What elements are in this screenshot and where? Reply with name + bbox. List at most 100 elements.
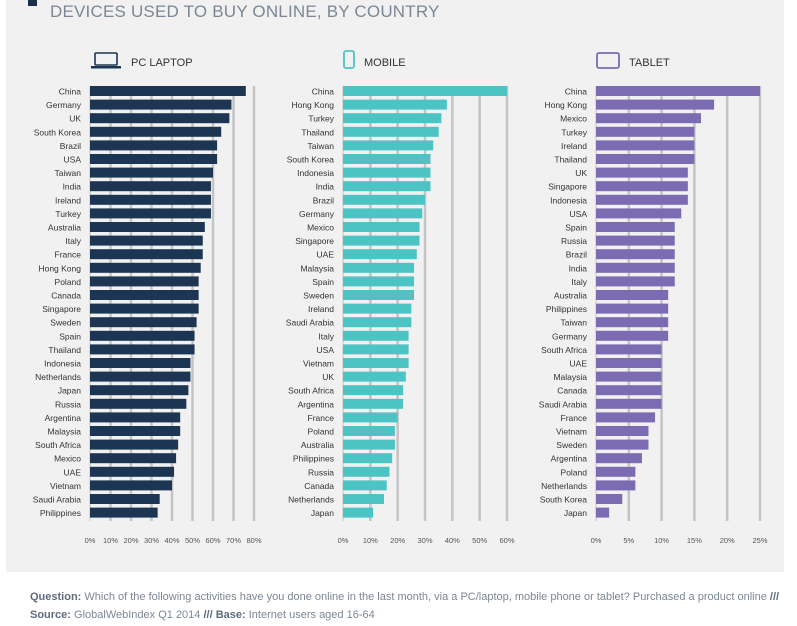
category-label: Philippines xyxy=(546,304,587,314)
category-label: Thailand xyxy=(301,127,334,137)
category-label: UK xyxy=(69,114,81,124)
bar xyxy=(596,262,675,273)
category-label: UAE xyxy=(570,359,588,369)
bar xyxy=(596,126,695,137)
category-label: Vietnam xyxy=(50,481,81,491)
base-label: Base: xyxy=(215,609,246,621)
category-label: Malaysia xyxy=(300,263,334,273)
bar xyxy=(596,398,662,409)
x-tick-label: 20% xyxy=(123,536,138,545)
bar xyxy=(343,222,420,232)
category-label: China xyxy=(312,87,334,97)
category-label: Thailand xyxy=(554,155,587,165)
category-label: Philippines xyxy=(40,508,81,518)
bar xyxy=(90,262,201,273)
bar xyxy=(343,249,417,260)
bar xyxy=(596,358,662,368)
bar xyxy=(596,371,662,382)
bar xyxy=(343,358,409,368)
bar xyxy=(343,208,423,219)
category-label: Japan xyxy=(564,508,587,518)
category-label: Germany xyxy=(552,331,588,341)
question-text: Which of the following activities have y… xyxy=(84,591,767,603)
bar xyxy=(90,358,191,368)
bar xyxy=(343,494,384,504)
x-tick-label: 5% xyxy=(623,536,634,545)
bar xyxy=(90,99,232,110)
category-label: Thailand xyxy=(48,345,81,355)
bar xyxy=(596,181,688,192)
bar xyxy=(90,276,199,287)
category-label: Taiwan xyxy=(308,141,335,151)
bar xyxy=(343,126,439,137)
bar xyxy=(596,412,656,423)
bar xyxy=(90,154,218,164)
x-tick-label: 0% xyxy=(85,536,96,545)
x-tick-label: 20% xyxy=(390,536,405,545)
x-tick-label: 80% xyxy=(246,536,261,545)
source-label: Source: xyxy=(30,609,71,621)
category-label: Netherlands xyxy=(541,481,587,491)
category-label: Turkey xyxy=(561,127,587,137)
category-label: South Africa xyxy=(541,345,587,355)
bar xyxy=(596,290,669,300)
category-label: Russia xyxy=(55,399,81,409)
laptop-icon xyxy=(94,52,118,66)
bar xyxy=(596,99,715,110)
bar xyxy=(343,453,393,464)
bar xyxy=(90,86,246,96)
bar xyxy=(596,439,649,450)
bar xyxy=(90,126,222,137)
category-label: France xyxy=(308,413,335,423)
panel-title: MOBILE xyxy=(364,57,406,69)
category-label: Turkey xyxy=(308,114,334,124)
category-label: USA xyxy=(317,345,335,355)
bar xyxy=(596,208,682,219)
bar xyxy=(343,154,431,164)
x-tick-label: 40% xyxy=(164,536,179,545)
bar xyxy=(90,235,203,246)
bar xyxy=(90,385,189,396)
category-label: UAE xyxy=(317,250,335,260)
bar xyxy=(90,344,195,355)
charts-area: PC LAPTOP 0% 10% 20% 30% 40% 50% 60% 70% 80% China… xyxy=(33,50,768,545)
bar xyxy=(90,290,199,300)
panel-title: TABLET xyxy=(629,57,670,69)
category-label: Malaysia xyxy=(47,427,81,437)
bar xyxy=(343,303,412,314)
category-label: Saudi Arabia xyxy=(539,399,587,409)
category-label: Ireland xyxy=(55,195,81,205)
bar xyxy=(343,167,431,178)
x-tick-label: 40% xyxy=(445,536,460,545)
bar xyxy=(596,249,675,260)
bar xyxy=(596,154,695,164)
bar xyxy=(90,494,160,504)
category-label: Vietnam xyxy=(556,427,587,437)
bar xyxy=(596,453,642,464)
bar xyxy=(90,181,211,192)
category-label: Mexico xyxy=(54,454,81,464)
category-label: Singapore xyxy=(42,304,81,314)
category-label: Sweden xyxy=(556,440,587,450)
bar xyxy=(90,466,175,477)
category-label: UK xyxy=(322,372,334,382)
bar xyxy=(343,385,404,396)
category-label: Argentina xyxy=(551,454,588,464)
bar xyxy=(596,303,669,314)
category-label: Singapore xyxy=(295,236,334,246)
bar xyxy=(90,398,187,409)
category-label: South Africa xyxy=(35,440,81,450)
category-label: Spain xyxy=(565,223,587,233)
bar xyxy=(596,426,649,436)
category-label: Brazil xyxy=(566,250,587,260)
bar xyxy=(343,181,431,192)
x-tick-label: 10% xyxy=(103,536,118,545)
category-label: South Korea xyxy=(34,127,82,137)
footer-note: Question: Which of the following activit… xyxy=(30,588,780,624)
bar xyxy=(343,439,395,450)
bar xyxy=(90,208,211,219)
category-label: Indonesia xyxy=(44,359,81,369)
bar xyxy=(343,480,387,491)
bar xyxy=(343,466,390,477)
page-title: DEVICES USED TO BUY ONLINE, BY COUNTRY xyxy=(50,2,440,21)
